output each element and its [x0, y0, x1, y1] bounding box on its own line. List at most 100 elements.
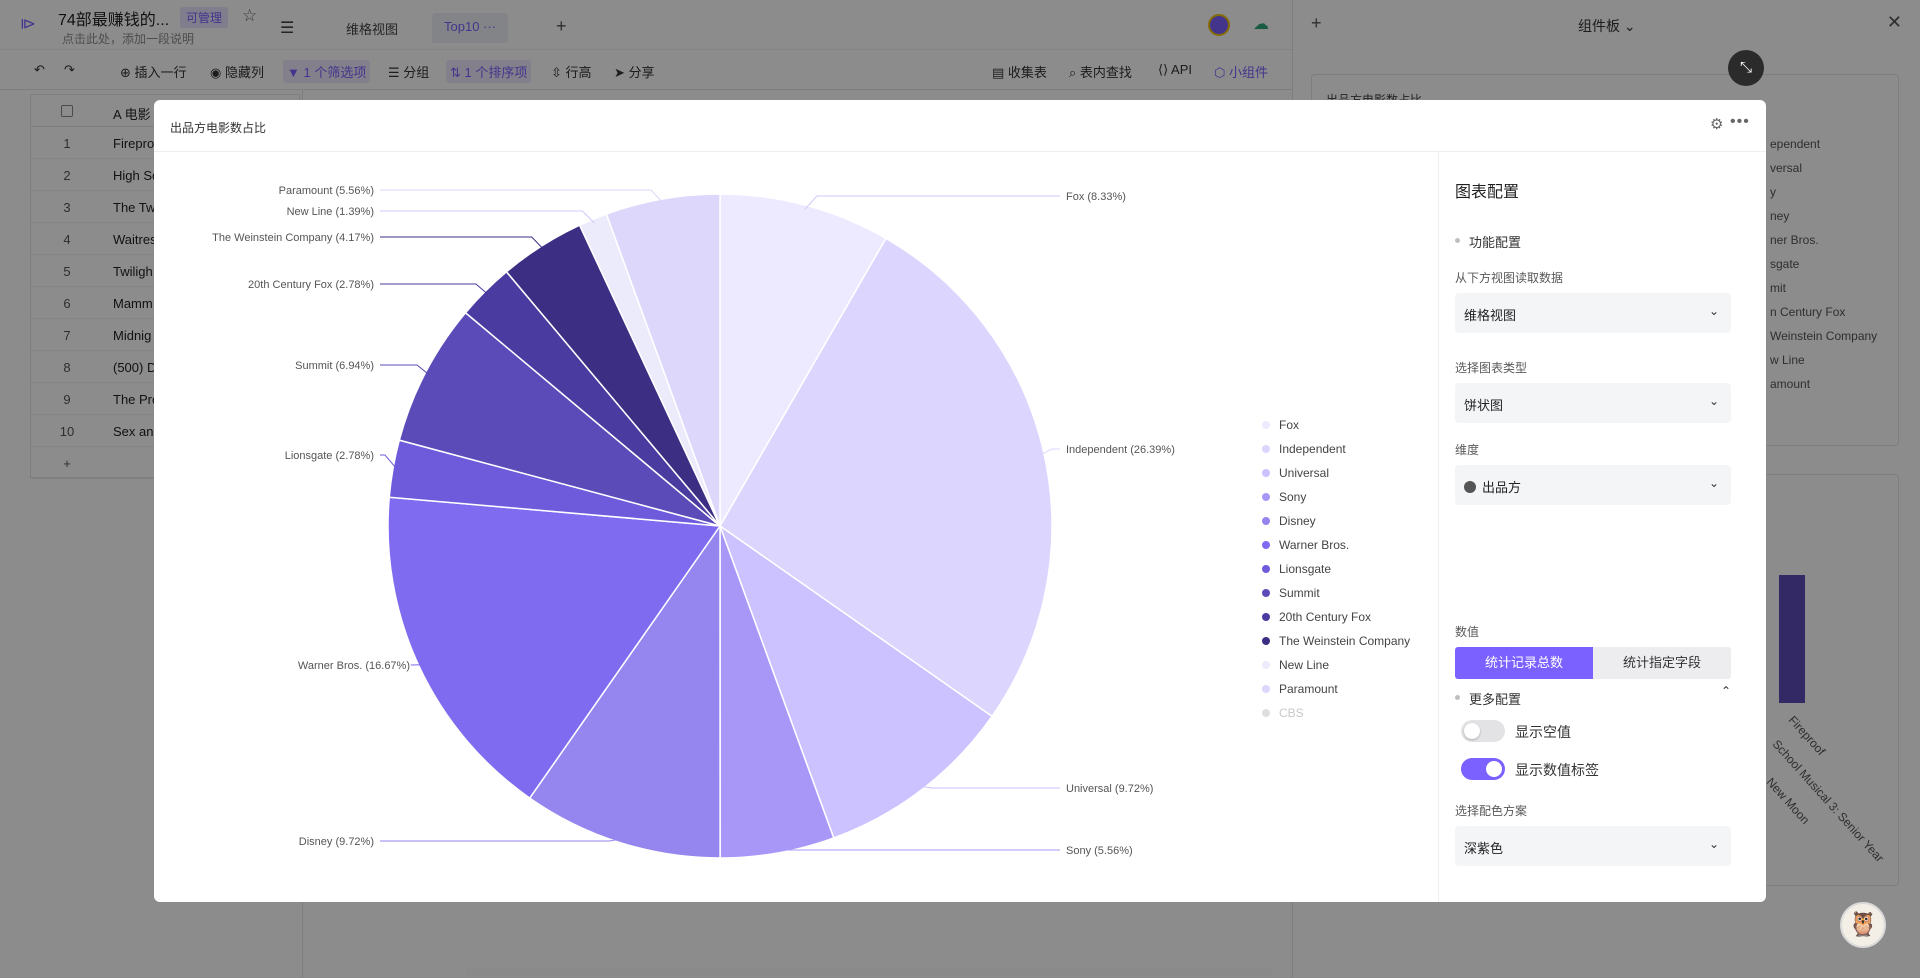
select-all-checkbox[interactable]	[61, 105, 73, 117]
row-title[interactable]: The Tw	[113, 200, 156, 215]
pie-slice[interactable]	[718, 524, 994, 839]
row-title[interactable]: Midnig	[113, 328, 152, 343]
add-view-icon[interactable]: +	[556, 16, 567, 36]
slice-data-label: The Weinstein Company (4.17%)	[212, 232, 374, 244]
legend-item[interactable]: New Line	[1262, 657, 1410, 681]
filter-button[interactable]: ▼ 1 个筛选项	[283, 60, 371, 83]
row-title[interactable]: Twiligh	[113, 264, 153, 279]
assistant-avatar[interactable]: 🦉	[1840, 902, 1886, 948]
doc-description[interactable]: 点击此处，添加一段说明	[62, 32, 195, 46]
legend-item[interactable]: CBS	[1262, 705, 1410, 729]
star-icon[interactable]: ☆	[242, 6, 258, 25]
top-bar: ⧐ 74部最赚钱的... 可管理 ☆ 点击此处，添加一段说明 ☰ 维格视图 To…	[0, 0, 1292, 50]
widgets-button[interactable]: ⬡ 小组件	[1214, 65, 1268, 80]
legend-swatch	[1262, 469, 1270, 477]
pie-slice[interactable]	[605, 193, 721, 527]
legend-item[interactable]: Independent	[1262, 441, 1410, 465]
metric-count-button[interactable]: 统计记录总数	[1455, 647, 1593, 679]
row-title[interactable]: Sex and	[113, 424, 161, 439]
insert-row-label: 插入一行	[134, 65, 187, 80]
share-button[interactable]: ➤ 分享	[614, 65, 655, 80]
add-widget-icon[interactable]: +	[1311, 13, 1322, 33]
row-height-button[interactable]: ⇳ 行高	[551, 65, 592, 80]
doc-title[interactable]: 74部最赚钱的...	[58, 12, 170, 29]
sort-button[interactable]: ⇅ 1 个排序项	[446, 60, 532, 83]
redo-icon[interactable]: ↷	[64, 62, 75, 77]
legend-item[interactable]: Summit	[1262, 585, 1410, 609]
label-leader-line	[380, 236, 545, 250]
menu-icon[interactable]: ☰	[280, 20, 295, 37]
pie-slice[interactable]	[387, 496, 722, 800]
legend-swatch	[1262, 709, 1270, 717]
color-scheme-select[interactable]: 深紫色 ⌄	[1455, 826, 1731, 866]
legend-item[interactable]: The Weinstein Company	[1262, 633, 1410, 657]
color-scheme-label: 选择配色方案	[1455, 804, 1528, 818]
pie-slice[interactable]	[719, 237, 1053, 718]
function-section-title: 功能配置	[1455, 232, 1521, 251]
legend-label: New Line	[1279, 658, 1330, 672]
pie-slice[interactable]	[719, 193, 887, 529]
hide-columns-button[interactable]: ◉ 隐藏列	[210, 65, 264, 80]
source-select[interactable]: 维格视图 ⌄	[1455, 293, 1731, 333]
more-icon[interactable]: ···	[483, 19, 497, 34]
tab-top10[interactable]: Top10 ···	[432, 13, 509, 43]
sidebar-toggle-icon[interactable]: ⧐	[20, 16, 36, 33]
row-title[interactable]: Firepro	[113, 136, 155, 151]
legend-swatch	[1262, 445, 1270, 453]
color-scheme-value: 深紫色	[1464, 841, 1504, 856]
more-section-title[interactable]: 更多配置	[1455, 689, 1521, 708]
cloud-sync-icon[interactable]: ☁	[1253, 16, 1269, 33]
legend-item[interactable]: 20th Century Fox	[1262, 609, 1410, 633]
legend-item[interactable]: Paramount	[1262, 681, 1410, 705]
label-leader-line	[804, 195, 1060, 210]
avatar[interactable]	[1208, 14, 1230, 36]
find-button[interactable]: ⌕ 表内查找	[1069, 65, 1132, 80]
insert-row-button[interactable]: ⊕ 插入一行	[120, 65, 187, 80]
close-icon[interactable]: ✕	[1886, 12, 1902, 32]
slice-data-label: Lionsgate (2.78%)	[285, 450, 374, 462]
group-button[interactable]: ☰ 分组	[388, 65, 430, 80]
show-null-toggle[interactable]	[1461, 720, 1505, 742]
undo-icon[interactable]: ↶	[34, 62, 45, 77]
row-number: 5	[63, 264, 71, 279]
minimize-icon[interactable]: ⤡	[1728, 50, 1764, 86]
more-icon[interactable]: •••	[1730, 113, 1750, 130]
legend-item[interactable]: Warner Bros.	[1262, 537, 1410, 561]
row-title[interactable]: (500) D	[113, 360, 157, 375]
row-title[interactable]: The Pro	[113, 392, 160, 407]
pie-slice[interactable]	[398, 311, 721, 527]
dimension-select[interactable]: 出品方 ⌄	[1455, 465, 1731, 505]
add-row-icon[interactable]: +	[63, 456, 71, 471]
chevron-up-icon[interactable]: ⌃	[1721, 684, 1732, 698]
chart-type-select[interactable]: 饼状图 ⌄	[1455, 383, 1731, 423]
gear-icon[interactable]: ⚙	[1710, 116, 1724, 133]
label-leader-line	[380, 838, 622, 842]
api-button[interactable]: ⟨⟩ API	[1158, 62, 1193, 77]
legend-item[interactable]: Fox	[1262, 417, 1410, 441]
show-value-toggle[interactable]	[1461, 758, 1505, 780]
slice-data-label: Sony (5.56%)	[1066, 845, 1133, 857]
legend-item[interactable]: Disney	[1262, 513, 1410, 537]
label-leader-line	[1039, 448, 1060, 456]
column-header-title[interactable]: A 电影	[113, 107, 151, 122]
legend-item[interactable]: Universal	[1262, 465, 1410, 489]
widget-panel-title[interactable]: 组件板 ⌄	[1578, 18, 1636, 34]
chart-type-label: 选择图表类型	[1455, 361, 1528, 375]
form-button[interactable]: ▤ 收集表	[992, 65, 1047, 80]
mini-legend-item: n Century Fox	[1770, 305, 1846, 319]
legend-item[interactable]: Lionsgate	[1262, 561, 1410, 585]
row-title[interactable]: Waitres	[113, 232, 157, 247]
api-label: API	[1171, 62, 1193, 77]
legend-item[interactable]: Sony	[1262, 489, 1410, 513]
pie-slice[interactable]	[528, 523, 721, 859]
metric-field-button[interactable]: 统计指定字段	[1593, 647, 1731, 679]
row-number: 2	[63, 168, 71, 183]
row-title[interactable]: Mamm	[113, 296, 153, 311]
tab-grid-view[interactable]: 维格视图	[334, 13, 410, 43]
row-number: 8	[63, 360, 71, 375]
sort-label: 1 个排序项	[464, 65, 528, 80]
horizontal-scrollbar[interactable]	[465, 967, 1273, 975]
modal-title: 出品方电影数占比	[170, 121, 267, 135]
row-title[interactable]: High Sc	[113, 168, 159, 183]
slice-data-label: Fox (8.33%)	[1066, 191, 1126, 203]
